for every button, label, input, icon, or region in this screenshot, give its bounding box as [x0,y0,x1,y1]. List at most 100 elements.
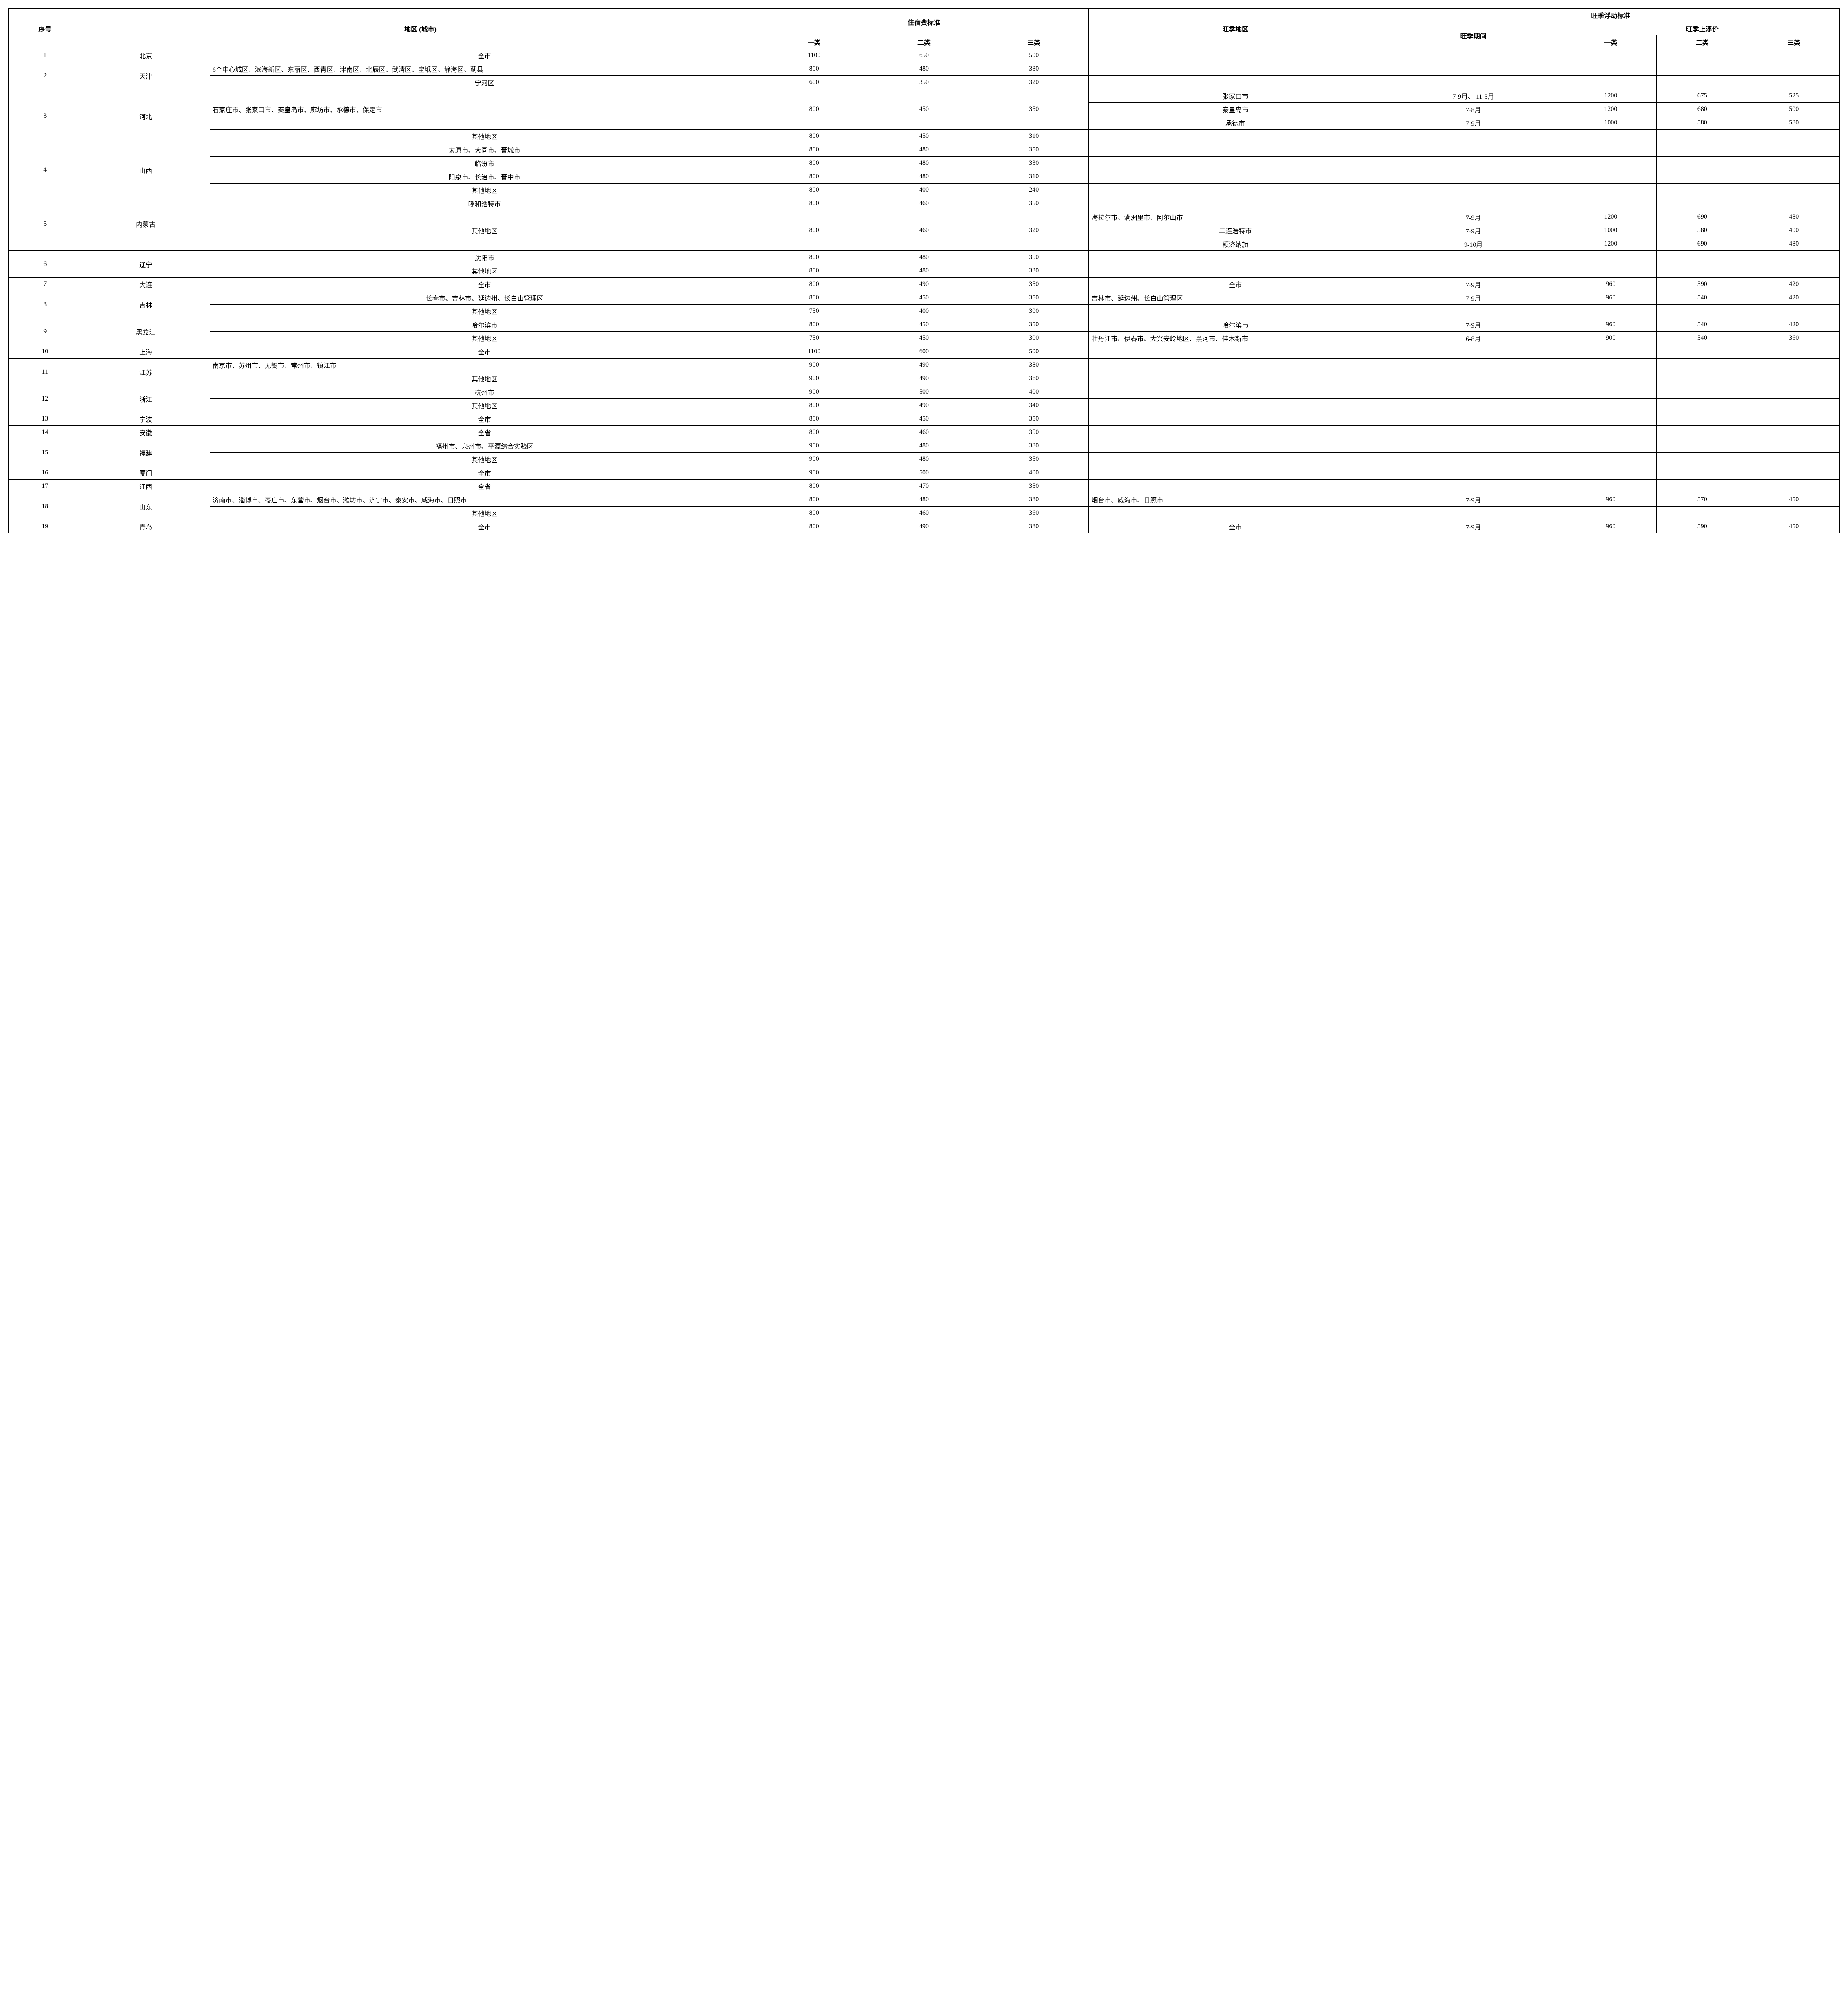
cell-city: 哈尔滨市 [210,318,759,332]
cell-seq: 10 [9,345,82,359]
cell-prov: 宁波 [82,412,210,426]
cell-c2: 490 [869,520,979,533]
cell-c3: 320 [979,210,1089,251]
cell-peak [1089,466,1382,480]
cell-city: 太原市、大同市、晋城市 [210,143,759,157]
cell-c2: 490 [869,399,979,412]
cell-p2 [1657,251,1748,264]
cell-p1: 960 [1565,318,1656,332]
cell-p3 [1748,412,1840,426]
table-row: 18 山东 济南市、淄博市、枣庄市、东营市、烟台市、潍坊市、济宁市、泰安市、威海… [9,493,1840,507]
cell-c3: 340 [979,399,1089,412]
cell-peak [1089,345,1382,359]
cell-p1 [1565,507,1656,520]
cell-seq: 5 [9,197,82,251]
cell-p1 [1565,439,1656,453]
header-p3: 三类 [1748,35,1840,49]
cell-c2: 450 [869,291,979,305]
cell-c2: 480 [869,143,979,157]
cell-seq: 3 [9,89,82,143]
cell-peak [1089,305,1382,318]
cell-p2 [1657,466,1748,480]
cell-p2 [1657,385,1748,399]
cell-p2 [1657,49,1748,62]
cell-p1 [1565,76,1656,89]
cell-p3 [1748,345,1840,359]
cell-period [1382,197,1565,210]
cell-p3 [1748,426,1840,439]
cell-city: 其他地区 [210,372,759,385]
cell-p3 [1748,49,1840,62]
cell-c1: 800 [759,62,869,76]
cell-c3: 380 [979,62,1089,76]
cell-c2: 450 [869,332,979,345]
cell-p1: 960 [1565,291,1656,305]
table-row: 14 安徽 全省 800 460 350 [9,426,1840,439]
cell-city: 其他地区 [210,210,759,251]
cell-p1: 960 [1565,520,1656,533]
cell-p2: 540 [1657,332,1748,345]
cell-prov: 江西 [82,480,210,493]
cell-p3 [1748,184,1840,197]
cell-period: 9-10月 [1382,237,1565,251]
table-row: 7 大连 全市 800 490 350 全市 7-9月 960 590 420 [9,278,1840,291]
cell-city: 其他地区 [210,453,759,466]
cell-c3: 350 [979,143,1089,157]
cell-c2: 450 [869,89,979,130]
cell-peak: 秦皇岛市 [1089,103,1382,116]
cell-peak [1089,130,1382,143]
cell-period: 7-9月 [1382,318,1565,332]
cell-c2: 480 [869,264,979,278]
table-row: 其他地区 800 460 360 [9,507,1840,520]
cell-c2: 480 [869,170,979,184]
cell-prov: 天津 [82,62,210,89]
cell-peak [1089,184,1382,197]
cell-c2: 460 [869,197,979,210]
cell-p1 [1565,372,1656,385]
cell-c1: 800 [759,480,869,493]
cell-c3: 350 [979,197,1089,210]
cell-city: 6个中心城区、滨海新区、东丽区、西青区、津南区、北辰区、武清区、宝坻区、静海区、… [210,62,759,76]
cell-p1 [1565,466,1656,480]
cell-c2: 490 [869,372,979,385]
cell-p3: 480 [1748,210,1840,224]
table-row: 宁河区 600 350 320 [9,76,1840,89]
cell-c3: 380 [979,439,1089,453]
cell-city: 全市 [210,466,759,480]
cell-c1: 1100 [759,49,869,62]
cell-c3: 350 [979,89,1089,130]
cell-city: 沈阳市 [210,251,759,264]
cell-c3: 300 [979,332,1089,345]
cell-c3: 380 [979,493,1089,507]
cell-city: 石家庄市、张家口市、秦皇岛市、廊坊市、承德市、保定市 [210,89,759,130]
cell-p3: 420 [1748,291,1840,305]
cell-c3: 360 [979,372,1089,385]
cell-period [1382,305,1565,318]
cell-p1 [1565,399,1656,412]
cell-period [1382,372,1565,385]
cell-p2 [1657,170,1748,184]
cell-seq: 8 [9,291,82,318]
cell-p3 [1748,466,1840,480]
table-row: 15 福建 福州市、泉州市、平潭综合实验区 900 480 380 [9,439,1840,453]
cell-city: 全省 [210,480,759,493]
cell-prov: 江苏 [82,359,210,385]
cell-city: 全市 [210,278,759,291]
cell-p1: 1000 [1565,116,1656,130]
cell-p2 [1657,130,1748,143]
cell-c1: 800 [759,157,869,170]
cell-p2 [1657,439,1748,453]
cell-city: 其他地区 [210,184,759,197]
cell-c1: 800 [759,291,869,305]
table-row: 10 上海 全市 1100 600 500 [9,345,1840,359]
cell-c2: 480 [869,157,979,170]
cell-p3 [1748,507,1840,520]
table-row: 其他地区 750 450 300 牡丹江市、伊春市、大兴安岭地区、黑河市、佳木斯… [9,332,1840,345]
table-row: 17 江西 全省 800 470 350 [9,480,1840,493]
cell-period: 7-9月 [1382,291,1565,305]
cell-p1 [1565,62,1656,76]
cell-c2: 490 [869,278,979,291]
table-row: 3 河北 石家庄市、张家口市、秦皇岛市、廊坊市、承德市、保定市 800 450 … [9,89,1840,103]
cell-c1: 800 [759,210,869,251]
cell-city: 全省 [210,426,759,439]
